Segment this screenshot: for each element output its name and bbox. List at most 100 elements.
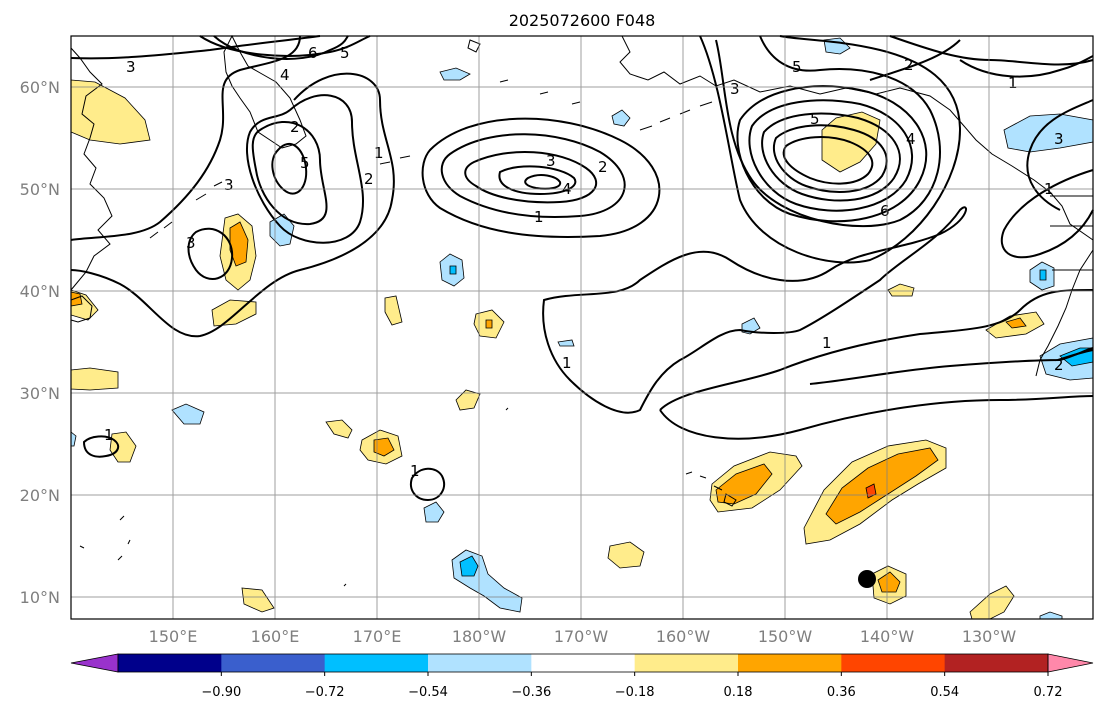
coastline-aleutians: [379, 79, 713, 165]
colorbar-segment: [118, 654, 222, 672]
contour-label: 1: [562, 354, 572, 372]
contour-line: [70, 35, 321, 60]
shaded-field: [70, 37, 1094, 620]
positive-region: [715, 463, 773, 505]
contour-line: [699, 35, 962, 264]
contour-label: 4: [906, 130, 916, 148]
map-frame: [70, 35, 1094, 620]
positive-region: [825, 447, 939, 525]
positive-region: [373, 437, 395, 457]
contour-label: 3: [546, 152, 556, 170]
lat-label: 20°N: [20, 486, 60, 505]
colorbar-segment: [738, 654, 842, 672]
coastline-canada-border: [1050, 195, 1093, 271]
lat-label: 60°N: [20, 78, 60, 97]
negative-region: [459, 555, 479, 577]
coastline-north-america: [1035, 249, 1094, 377]
contour-line: [659, 289, 1094, 411]
contour-line: [1057, 349, 1094, 361]
lat-label: 10°N: [20, 588, 60, 607]
lon-label: 150°E: [149, 627, 198, 646]
colorbar-frame: [117, 653, 1049, 673]
colorbar-tick-label: −0.54: [408, 685, 448, 700]
contour-label: 2: [364, 170, 374, 188]
colorbar-segment: [634, 654, 739, 672]
lat-label: 30°N: [20, 384, 60, 403]
positive-region: [485, 319, 493, 329]
contour-line: [773, 124, 888, 193]
contour-label: 1: [1008, 74, 1018, 92]
negative-region: [1039, 269, 1047, 281]
contour-label: 5: [810, 110, 820, 128]
contour-line: [869, 35, 1094, 81]
positive-region: [877, 571, 901, 593]
contour-line: [524, 174, 562, 190]
lon-label: 160°W: [656, 627, 711, 646]
contour-label: 6: [880, 202, 890, 220]
map-panel: 3 6 5 4 5 2 1 2 3 3 3 2 4 1 3 5 5 2 1 4 …: [70, 34, 1094, 620]
colorbar-segment: [221, 654, 326, 672]
positive-region: [325, 419, 353, 439]
positive-region: [109, 431, 137, 463]
lon-label: 150°W: [758, 627, 813, 646]
colorbar-tick-label: 0.72: [1034, 685, 1063, 700]
contour-lines: [70, 35, 1094, 502]
positive-region: [241, 587, 275, 613]
contour-label: 3: [730, 80, 740, 98]
contour-line: [246, 94, 364, 244]
lon-label: 170°E: [353, 627, 402, 646]
latitude-labels: 60°N 50°N 40°N 30°N 20°N 10°N: [20, 78, 60, 607]
contour-label: 3: [126, 58, 136, 76]
contour-line: [1026, 99, 1094, 211]
contour-line: [464, 150, 598, 204]
contour-label: 1: [822, 334, 832, 352]
lon-label: 170°W: [554, 627, 609, 646]
contour-label: 5: [792, 58, 802, 76]
negative-region: [439, 67, 471, 81]
colorbar-tick-label: 0.54: [930, 685, 959, 700]
contour-label: 2: [1054, 356, 1064, 374]
longitude-labels: 150°E 160°E 170°E 180°W 170°W 160°W 150°…: [149, 627, 1017, 646]
positive-region: [1005, 317, 1027, 329]
colorbar-tick-label: −0.90: [201, 685, 241, 700]
contour-label: 4: [280, 66, 290, 84]
positive-region: [887, 283, 915, 297]
coastline-hawaii: [685, 471, 737, 507]
contour-line: [959, 55, 1094, 78]
contour-label: 2: [904, 56, 914, 74]
colorbar-extend-low: [70, 653, 119, 673]
contour-line: [82, 435, 120, 458]
contour-line: [187, 227, 234, 280]
colorbar-extend-high: [1047, 653, 1094, 673]
contour-line: [659, 395, 1094, 440]
contour-line: [440, 133, 626, 219]
contour-line: [410, 467, 446, 502]
colorbar-segment: [841, 654, 946, 672]
lon-label: 160°E: [251, 627, 300, 646]
contour-label: 1: [104, 426, 114, 444]
coastline-bering-islands: [467, 39, 481, 53]
negative-region: [611, 109, 631, 127]
contour-line: [736, 85, 928, 223]
contour-label: 5: [300, 154, 310, 172]
colorbar-segment: [944, 654, 1049, 672]
lon-label: 130°W: [962, 627, 1017, 646]
contour-line: [542, 206, 967, 414]
coastline-kamchatka: [223, 34, 307, 149]
contour-label: 2: [598, 158, 608, 176]
colorbar-segment: [428, 654, 532, 672]
figure-title: 2025072600 F048: [509, 11, 656, 30]
negative-region: [171, 403, 205, 425]
contour-label: 3: [1054, 130, 1064, 148]
lat-label: 40°N: [20, 282, 60, 301]
contour-label: 2: [290, 118, 300, 136]
contour-line: [782, 136, 874, 185]
lat-label: 50°N: [20, 180, 60, 199]
contour-line: [421, 117, 661, 238]
contour-line: [213, 35, 349, 60]
coastline-japan: [70, 295, 93, 323]
negative-region: [557, 339, 575, 347]
contour-line: [271, 143, 308, 195]
lon-label: 140°W: [860, 627, 915, 646]
colorbar-tick-label: −0.72: [305, 685, 345, 700]
